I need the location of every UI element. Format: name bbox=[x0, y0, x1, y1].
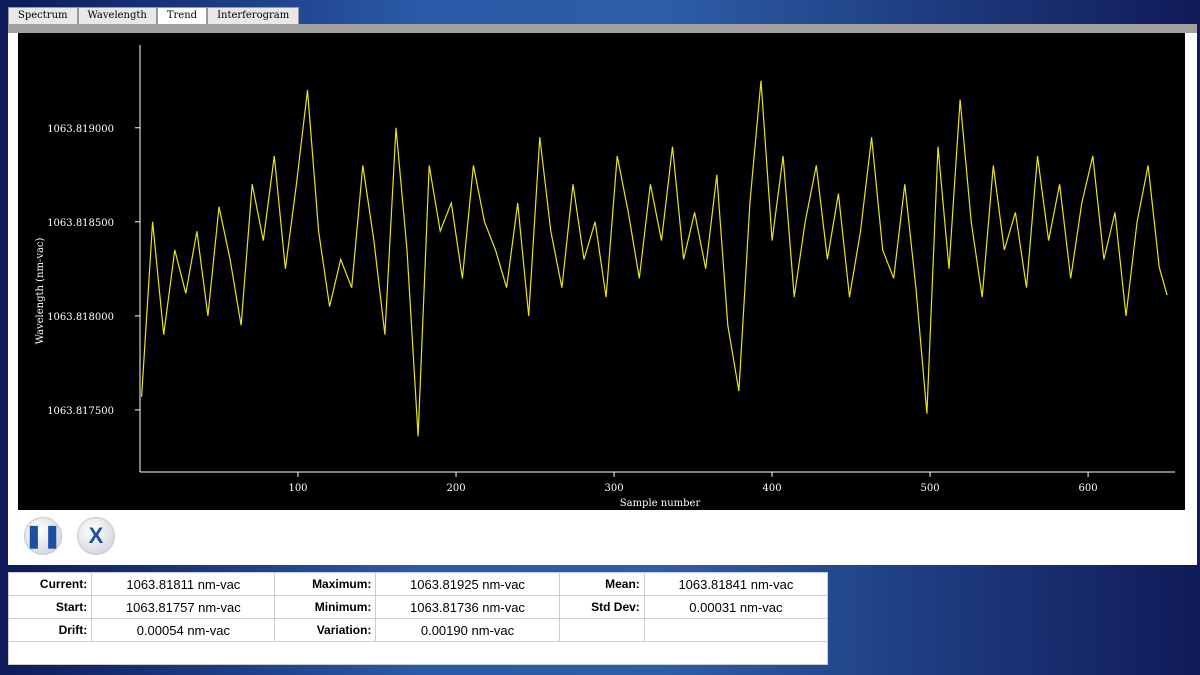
close-button[interactable]: X bbox=[77, 517, 115, 555]
y-tick-label: 1063.818000 bbox=[47, 312, 114, 323]
stat-value: 1063.81841 nm-vac bbox=[643, 572, 829, 596]
stats-row: Current: 1063.81811 nm-vac Maximum: 1063.81… bbox=[7, 572, 829, 596]
tab[interactable]: Spectrum bbox=[8, 7, 78, 25]
stat-value: 0.00031 nm-vac bbox=[643, 595, 829, 619]
stat-label: Current: bbox=[7, 572, 93, 596]
x-axis-label: Sample number bbox=[620, 498, 701, 509]
stat-value: 0.00190 nm-vac bbox=[375, 618, 560, 642]
trend-line bbox=[141, 80, 1168, 437]
y-tick-label: 1063.817500 bbox=[47, 406, 114, 417]
stat-label bbox=[558, 618, 645, 642]
stat-value bbox=[643, 618, 829, 642]
stats-row: Drift: 0.00054 nm-vac Variation: 0.00190 nm… bbox=[7, 618, 829, 642]
tab[interactable]: Interferogram bbox=[207, 7, 300, 25]
tab-bar: Spectrum Wavelength Trend Interferogram bbox=[8, 7, 300, 25]
stat-label: Drift: bbox=[7, 618, 93, 642]
tab[interactable]: Wavelength bbox=[77, 7, 157, 25]
stat-label: Start: bbox=[7, 595, 93, 619]
x-tick-label: 500 bbox=[921, 483, 940, 494]
stat-value: 1063.81736 nm-vac bbox=[375, 595, 560, 619]
tab[interactable]: Trend bbox=[156, 7, 208, 25]
stat-value: 1063.81757 nm-vac bbox=[91, 595, 276, 619]
pause-button[interactable]: ❚❚ bbox=[24, 517, 62, 555]
stat-label: Maximum: bbox=[274, 572, 377, 596]
stat-value: 1063.81811 nm-vac bbox=[91, 572, 276, 596]
stat-label: Std Dev: bbox=[558, 595, 645, 619]
empty-cell bbox=[8, 641, 828, 665]
x-tick-label: 100 bbox=[288, 483, 307, 494]
plot-area: Wavelength (nm-vac) Sample number 1063.8… bbox=[18, 33, 1185, 510]
stats-table: Current: 1063.81811 nm-vac Maximum: 1063.81… bbox=[7, 572, 829, 665]
y-axis-label: Wavelength (nm-vac) bbox=[35, 237, 46, 344]
stat-label: Minimum: bbox=[274, 595, 377, 619]
stats-row: Start: 1063.81757 nm-vac Minimum: 1063.8173… bbox=[7, 595, 829, 619]
stats-row bbox=[8, 641, 828, 665]
x-tick-label: 200 bbox=[446, 483, 465, 494]
x-tick-label: 600 bbox=[1079, 483, 1098, 494]
stat-value: 1063.81925 nm-vac bbox=[375, 572, 560, 596]
stat-label: Variation: bbox=[274, 618, 377, 642]
x-tick-label: 300 bbox=[604, 483, 623, 494]
x-tick-label: 400 bbox=[763, 483, 782, 494]
y-tick-label: 1063.818500 bbox=[47, 218, 114, 229]
stat-value: 0.00054 nm-vac bbox=[91, 618, 276, 642]
stat-label: Mean: bbox=[558, 572, 645, 596]
y-tick-label: 1063.819000 bbox=[47, 124, 114, 135]
chart: Wavelength (nm-vac) Sample number 1063.8… bbox=[35, 45, 1175, 509]
